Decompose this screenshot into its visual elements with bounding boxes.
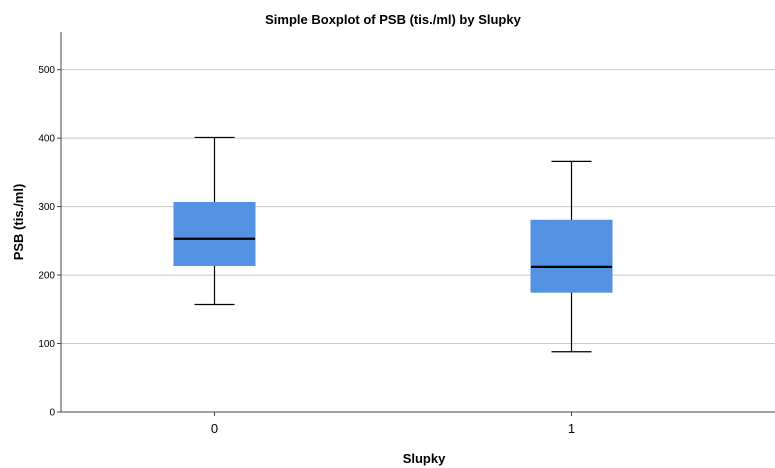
x-tick-label: 1 — [568, 421, 575, 436]
boxes-layer — [173, 136, 613, 353]
box-1 — [530, 160, 613, 353]
y-axis-label: PSB (tis./ml) — [11, 184, 26, 261]
x-tick-label: 0 — [211, 421, 218, 436]
y-tick-label: 400 — [38, 134, 55, 145]
chart-title: Simple Boxplot of PSB (tis./ml) by Slupk… — [265, 12, 521, 27]
y-tick-label: 0 — [49, 408, 55, 419]
y-tick-label: 200 — [38, 271, 55, 282]
y-tick-label: 500 — [38, 65, 55, 76]
iqr-box — [173, 201, 256, 266]
iqr-box — [530, 219, 613, 293]
gridlines — [61, 69, 775, 345]
y-ticks: 0 100 200 300 400 500 — [38, 65, 61, 419]
y-tick-label: 300 — [38, 202, 55, 213]
box-0 — [173, 136, 256, 306]
x-axis-label: Slupky — [403, 451, 446, 466]
y-tick-label: 100 — [38, 339, 55, 350]
